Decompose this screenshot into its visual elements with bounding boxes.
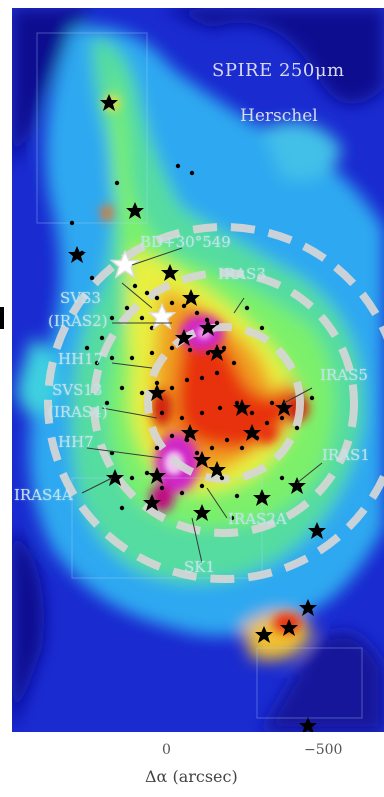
x-tick-minus500: −500 bbox=[304, 742, 343, 758]
leader-lines bbox=[81, 247, 323, 564]
label-iras1: IRAS1 bbox=[322, 446, 370, 464]
panel-marker bbox=[0, 307, 4, 329]
dashed-ring-inner bbox=[144, 323, 304, 483]
x-axis-label: Δα (arcsec) bbox=[145, 767, 238, 786]
label-svs3: SVS3 bbox=[60, 289, 101, 307]
label-hh7: HH7 bbox=[58, 433, 94, 451]
dashed-rings bbox=[44, 223, 384, 583]
label-iras5: IRAS5 bbox=[320, 366, 368, 384]
instrument-label: SPIRE 250μm bbox=[212, 60, 345, 81]
label-hh17: HH17 bbox=[58, 350, 104, 368]
dashed-ring-middle bbox=[90, 269, 358, 537]
label-iras2: (IRAS2) bbox=[48, 312, 108, 330]
telescope-label: Herschel bbox=[240, 106, 318, 126]
label-bd30549: BD+30°549 bbox=[140, 233, 231, 251]
herschel-spire-map bbox=[12, 8, 384, 732]
small-sources bbox=[69, 163, 315, 521]
label-svs13: SVS13 bbox=[52, 381, 103, 399]
label-iras3: IRAS3 bbox=[218, 265, 266, 283]
label-iras2a: IRAS2A bbox=[228, 510, 287, 528]
label-sk1: SK1 bbox=[184, 558, 216, 576]
label-iras4: (IRAS4) bbox=[48, 403, 108, 421]
dashed-ring-outer bbox=[44, 223, 384, 583]
x-tick-0: 0 bbox=[162, 742, 171, 758]
label-iras4a: IRAS4A bbox=[14, 486, 73, 504]
